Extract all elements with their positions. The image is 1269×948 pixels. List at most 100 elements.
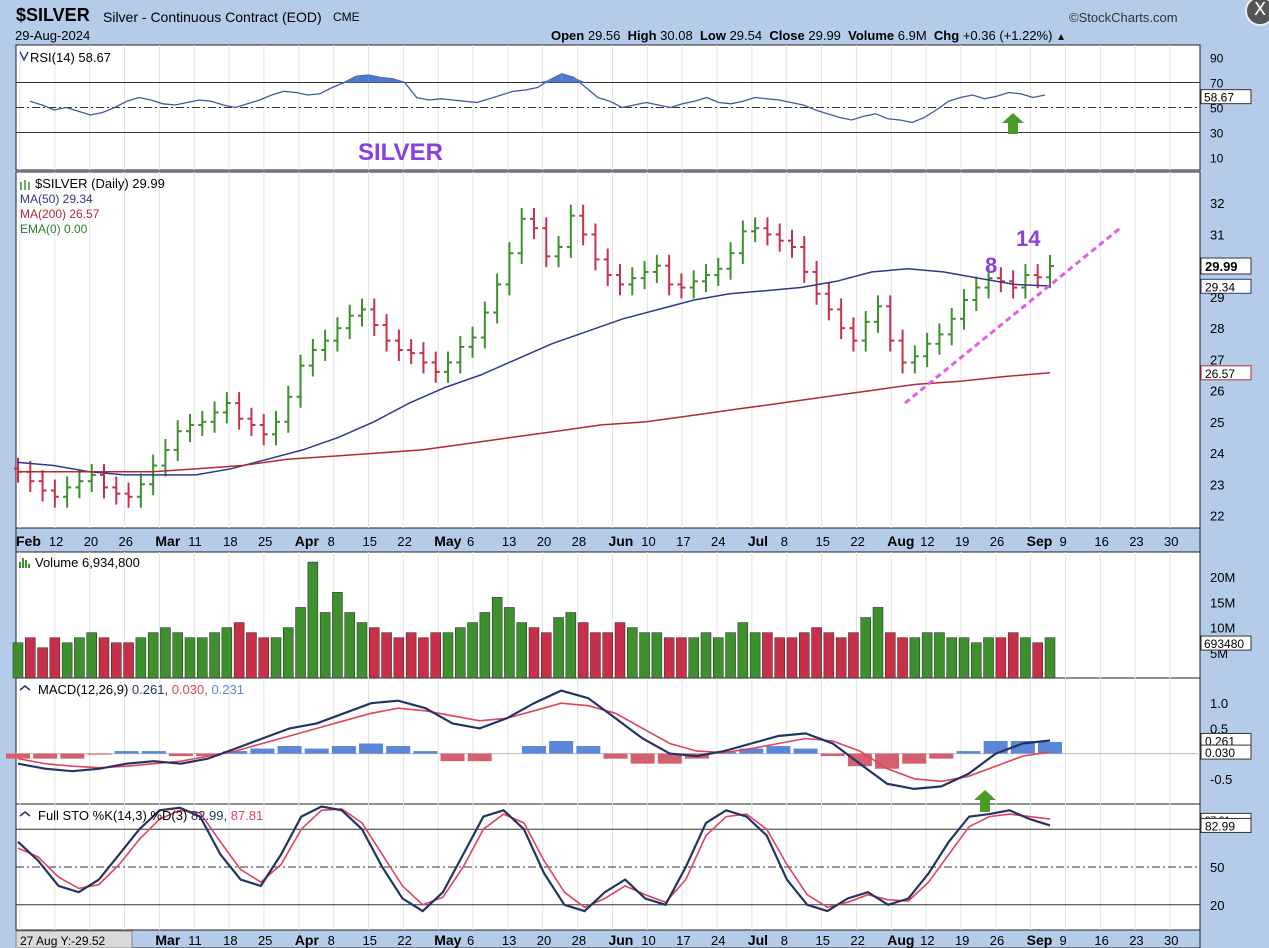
ohlc-bar	[886, 295, 895, 352]
x-tick-label: 15	[816, 534, 830, 549]
ohlc-bar	[50, 479, 59, 508]
x-tick-label: 22	[397, 534, 411, 549]
ohlc-bar	[345, 304, 354, 340]
signal-last-box	[1200, 744, 1252, 760]
volume-bar	[98, 637, 110, 679]
ohlc-bar	[173, 420, 182, 461]
ohlc-bar	[456, 335, 465, 374]
sto-indicator-icon	[19, 811, 31, 817]
ohlc-bar	[407, 339, 416, 365]
stockcharts-watermark: ©StockCharts.com	[1069, 10, 1178, 25]
volume-bar	[369, 627, 380, 679]
ohlc-bar	[382, 314, 391, 352]
x-tick-label: 22	[850, 933, 864, 948]
ohlc-bar	[63, 476, 72, 508]
ohlc-bar	[1046, 255, 1054, 289]
chart-date: 29-Aug-2024	[15, 28, 91, 43]
ma200-last-box	[1200, 365, 1252, 381]
volume-bar	[172, 632, 183, 679]
ohlc-bar	[333, 317, 342, 352]
rsi-overbought-fill	[537, 80, 550, 83]
volume-bar	[258, 637, 269, 679]
volume-bar	[430, 632, 441, 679]
x-tick-label: May	[434, 932, 461, 948]
volume-bar	[25, 637, 36, 679]
x-tick-label: 8	[781, 534, 788, 549]
macd-histogram-bar	[983, 741, 1008, 754]
ohlc-bar	[947, 307, 956, 346]
volume-bar	[246, 632, 257, 679]
volume-bar	[872, 607, 884, 679]
volume-bar	[160, 627, 171, 679]
volume-bar	[491, 597, 503, 679]
x-tick-label: 12	[920, 933, 934, 948]
ohlc-bar	[689, 270, 698, 299]
volume-bar	[49, 637, 61, 679]
ohlc-bar	[75, 470, 84, 499]
ohlc-bar	[259, 414, 268, 446]
x-tick-label: 9	[1060, 933, 1067, 948]
volume-bar	[147, 632, 159, 679]
x-tick-label: 15	[363, 933, 377, 948]
close-button[interactable]: X	[1245, 0, 1269, 26]
volume-bar	[381, 632, 392, 679]
ohlc-bar	[419, 342, 428, 374]
rsi-overbought-fill	[368, 75, 381, 83]
macd-histogram-bar	[331, 746, 356, 754]
ohlc-bar	[284, 385, 293, 433]
ohlc-bar	[579, 204, 588, 246]
x-tick-label: 22	[397, 933, 411, 948]
x-tick-label: 17	[676, 933, 690, 948]
ohlc-bar	[358, 298, 366, 327]
volume-bar	[614, 622, 626, 679]
sto-tick-label: 20	[1210, 898, 1224, 913]
high-label: High	[627, 28, 657, 43]
rsi-overbought-fill	[380, 77, 393, 83]
sto-k-last-value: 82.99	[1205, 819, 1235, 833]
ohlc-bar	[960, 289, 968, 330]
ohlc-bar	[272, 410, 280, 446]
macd-histogram-bar	[114, 751, 139, 754]
volume-bar	[1044, 637, 1056, 679]
x-tick-label: 9	[1060, 534, 1067, 549]
x-tick-label: Jul	[748, 932, 768, 948]
x-tick-label: Apr	[295, 533, 320, 549]
volume-bar	[344, 612, 355, 679]
price-last-close-box	[1200, 257, 1252, 275]
ma200-line	[18, 372, 1051, 473]
volume-bar	[713, 637, 724, 679]
x-tick-label: 11	[188, 933, 202, 948]
volume-tick-label: 15M	[1210, 595, 1235, 610]
x-tick-label: 19	[955, 933, 969, 948]
x-tick-label: Feb	[16, 533, 41, 549]
x-tick-label: Aug	[887, 533, 914, 549]
macd-histogram-bar	[1010, 741, 1035, 754]
x-tick-label: 30	[1164, 933, 1178, 948]
volume-bar	[295, 607, 306, 679]
chg-value: +0.36 (+1.22%)	[962, 28, 1053, 43]
macd-histogram-bar	[793, 748, 818, 754]
ohlc-bar	[861, 310, 870, 352]
ohlc-bar	[910, 345, 919, 374]
ohlc-bar	[935, 323, 944, 355]
volume-bar	[958, 637, 970, 679]
ma50-legend: MA(50) 29.34	[20, 192, 93, 206]
price-tick-label: 25	[1210, 415, 1224, 430]
ohlc-bar	[530, 207, 538, 240]
volume-bar	[393, 637, 405, 679]
count-14-annotation: 14	[1016, 226, 1041, 251]
x-tick-label: 26	[119, 534, 133, 549]
ohlc-bar	[542, 217, 551, 268]
x-tick-label: 12	[49, 534, 63, 549]
volume-label: Volume	[848, 28, 895, 43]
rsi-indicator-icon	[19, 51, 29, 62]
rsi-last-value-box	[1200, 89, 1252, 105]
x-tick-label: 17	[676, 534, 690, 549]
ohlc-bar	[370, 298, 379, 336]
ohlc-bar	[751, 217, 760, 243]
ohlc-bar	[124, 482, 133, 508]
x-tick-label: 22	[850, 534, 864, 549]
ohlc-bar	[837, 298, 846, 340]
volume-bar	[135, 637, 147, 679]
